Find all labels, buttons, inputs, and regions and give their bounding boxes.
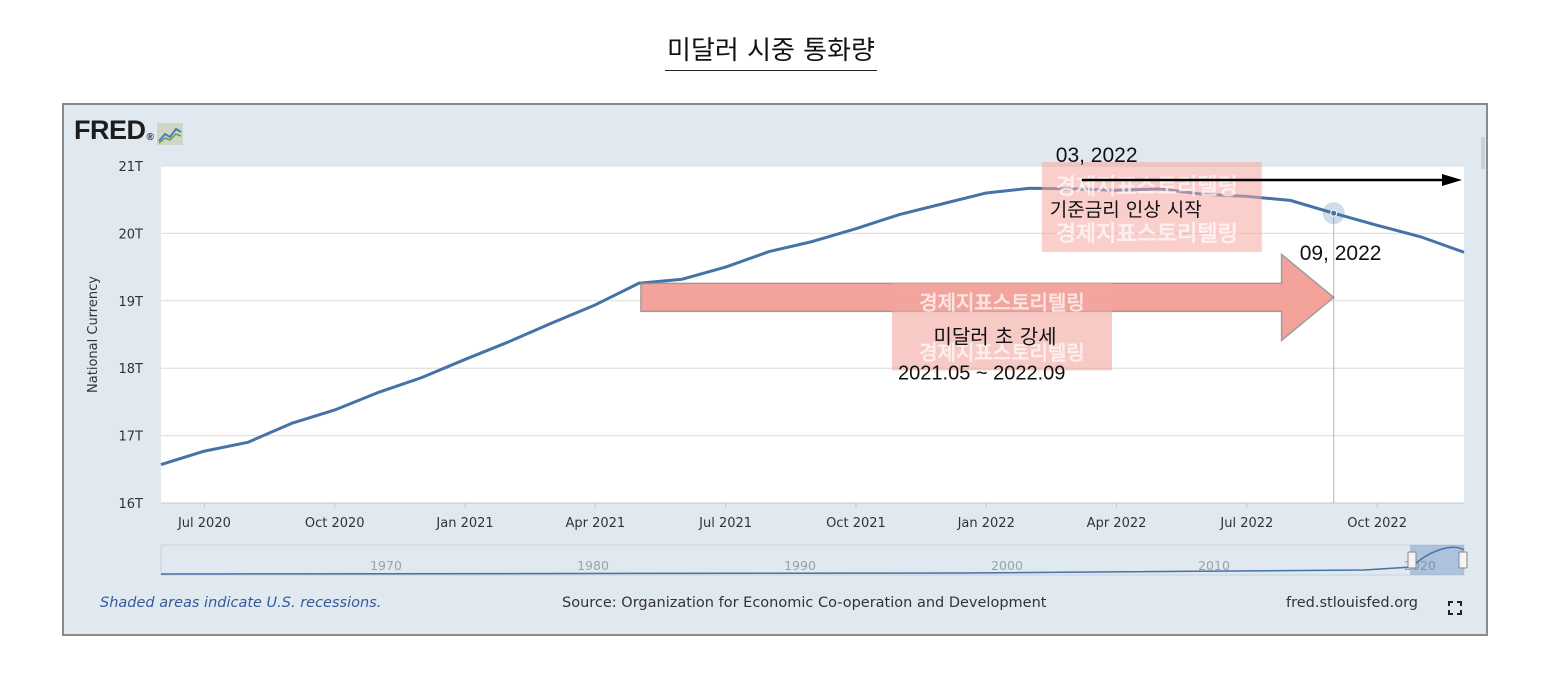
event-arrow-head bbox=[1442, 174, 1462, 186]
fred-graph-icon bbox=[157, 123, 184, 145]
recession-note: Shaded areas indicate U.S. recessions. bbox=[100, 595, 382, 611]
trend-label: 미달러 초 강세 bbox=[933, 324, 1056, 348]
navigator-label: 1970 bbox=[370, 558, 402, 573]
fullscreen-icon[interactable] bbox=[1448, 601, 1462, 615]
chart-svg: 16T 17T 18T 19T 20T 21T Jul 2020 Oct 2020 Jan 20… bbox=[86, 137, 1485, 576]
source-note: Source: Organization for Economic Co-ope… bbox=[562, 595, 1047, 611]
navigator-strip bbox=[160, 544, 1465, 576]
y-tick-label: 18T bbox=[119, 362, 144, 377]
x-tick-label: Apr 2022 bbox=[1087, 516, 1147, 531]
watermark-text: 경제지표스토리텔링 bbox=[919, 290, 1085, 314]
y-tick-label: 17T bbox=[119, 430, 144, 445]
page-title: 미달러 시중 통화량 bbox=[0, 30, 1542, 71]
navigator-selection bbox=[1410, 545, 1464, 575]
end-date-label: 09, 2022 bbox=[1300, 242, 1382, 265]
fred-chart-frame: FRED ® 16T 17T 18T 19T 20T 21T Jul 2020 Oct 2020… bbox=[62, 103, 1488, 636]
fred-logo-text: FRED bbox=[74, 115, 146, 145]
y-tick-label: 21T bbox=[119, 160, 144, 175]
y-axis-title: National Currency bbox=[86, 276, 101, 393]
x-tick-label: Jan 2022 bbox=[957, 516, 1015, 531]
x-tick-label: Jul 2020 bbox=[177, 516, 231, 531]
event-annotation-box bbox=[1041, 162, 1262, 252]
trend-annotation-box bbox=[892, 282, 1113, 371]
event-label: 기준금리 인상 시작 bbox=[1050, 199, 1202, 221]
x-tick-label: Apr 2021 bbox=[565, 516, 625, 531]
x-tick-label: Jul 2021 bbox=[698, 516, 752, 531]
navigator-handle-right bbox=[1458, 551, 1468, 569]
x-tick-label: Jul 2022 bbox=[1219, 516, 1273, 531]
start-date-label: 03, 2022 bbox=[1056, 144, 1138, 167]
watermark-text: 경제지표스토리텔링 bbox=[1056, 222, 1238, 247]
navigator-label: 1990 bbox=[784, 558, 816, 573]
navigator-label: 1980 bbox=[577, 558, 609, 573]
x-tick-label: Jan 2021 bbox=[435, 516, 493, 531]
navigator-label: 2010 bbox=[1198, 558, 1230, 573]
navigator-series bbox=[160, 546, 1465, 575]
y-tick-label: 20T bbox=[119, 227, 144, 242]
y-tick-label: 16T bbox=[119, 497, 144, 512]
scrollbar-thumb bbox=[1481, 137, 1485, 169]
period-label: 2021.05 ~ 2022.09 bbox=[898, 362, 1065, 384]
plot-area bbox=[161, 166, 1464, 503]
x-tick-label: Oct 2022 bbox=[1347, 516, 1407, 531]
registered-mark: ® bbox=[146, 132, 154, 143]
watermark-text: 경제지표스토리텔링 bbox=[919, 340, 1085, 364]
y-tick-label: 19T bbox=[119, 295, 144, 310]
navigator-handle-left bbox=[1407, 551, 1417, 569]
site-link[interactable]: fred.stlouisfed.org bbox=[1286, 595, 1419, 611]
x-tick-label: Oct 2020 bbox=[305, 516, 365, 531]
x-tick-label: Oct 2021 bbox=[826, 516, 886, 531]
highlight-point bbox=[1330, 209, 1338, 217]
fred-logo[interactable]: FRED ® bbox=[74, 115, 184, 146]
navigator-label: 2000 bbox=[991, 558, 1023, 573]
